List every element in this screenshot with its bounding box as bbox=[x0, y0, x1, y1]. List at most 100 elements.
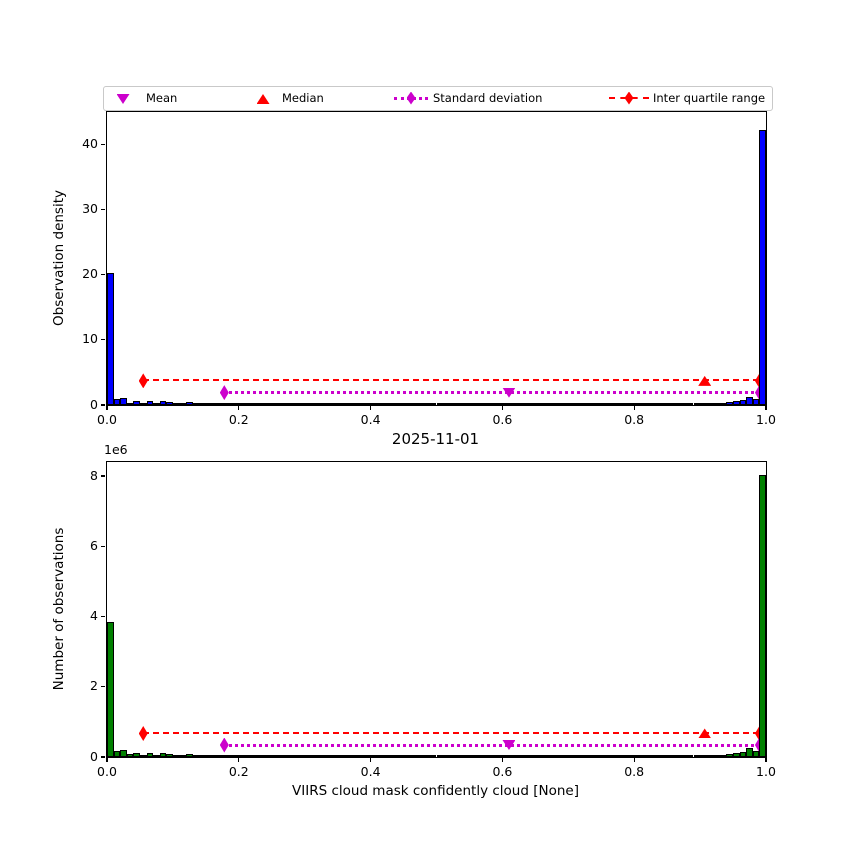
histogram-bar bbox=[660, 755, 668, 757]
legend-label-std-dev: Standard deviation bbox=[433, 91, 543, 105]
histogram-bar bbox=[482, 403, 490, 405]
histogram-bar bbox=[588, 755, 595, 757]
histogram-bar bbox=[357, 755, 364, 757]
histogram-bar bbox=[581, 755, 589, 757]
x-axis-label: VIIRS cloud mask confidently cloud [None… bbox=[292, 783, 579, 799]
histogram-bar bbox=[680, 403, 687, 405]
histogram-bar bbox=[410, 755, 417, 757]
histogram-bar bbox=[515, 755, 523, 757]
histogram-bar bbox=[594, 755, 602, 757]
histogram-bar bbox=[693, 755, 701, 757]
median-marker bbox=[698, 728, 712, 739]
histogram-bar bbox=[291, 403, 299, 405]
histogram-bar bbox=[258, 403, 266, 405]
histogram-bar bbox=[443, 755, 450, 757]
histogram-bar bbox=[594, 403, 602, 405]
histogram-bar bbox=[607, 403, 615, 405]
histogram-bar bbox=[647, 755, 654, 757]
y-tick bbox=[101, 686, 105, 688]
x-tick bbox=[501, 406, 503, 410]
x-tick-label: 0.8 bbox=[624, 412, 645, 427]
histogram-bar bbox=[410, 403, 417, 405]
histogram-bar bbox=[199, 402, 206, 405]
histogram-bar bbox=[205, 755, 213, 757]
histogram-bar bbox=[126, 402, 134, 405]
histogram-bar bbox=[403, 755, 411, 757]
histogram-bar bbox=[416, 403, 424, 405]
y-tick-label: 4 bbox=[90, 608, 98, 624]
x-tick bbox=[370, 758, 372, 762]
histogram-bar bbox=[746, 748, 753, 757]
histogram-bar bbox=[186, 402, 193, 405]
y-tick bbox=[101, 209, 105, 211]
y-tick bbox=[101, 274, 105, 276]
median-marker bbox=[698, 375, 712, 386]
histogram-bar bbox=[146, 753, 154, 757]
histogram-bar bbox=[324, 755, 332, 757]
x-tick-label: 0.4 bbox=[360, 764, 381, 779]
median-legend-icon bbox=[256, 94, 270, 104]
histogram-bar bbox=[502, 403, 509, 405]
histogram-bar bbox=[377, 403, 384, 405]
x-tick-label: 0.4 bbox=[360, 412, 381, 427]
histogram-bar bbox=[429, 755, 437, 757]
histogram-bar bbox=[350, 403, 358, 405]
histogram-bar bbox=[621, 403, 628, 405]
histogram-bar bbox=[291, 755, 299, 757]
histogram-bar bbox=[581, 403, 589, 405]
histogram-bar bbox=[561, 755, 569, 757]
histogram-bar bbox=[120, 749, 127, 757]
y-tick-label: 30 bbox=[82, 201, 98, 217]
std-dev-line bbox=[224, 391, 760, 395]
histogram-bar bbox=[726, 401, 734, 405]
x-tick-label: 1.0 bbox=[756, 412, 776, 427]
histogram-bar bbox=[298, 755, 305, 757]
histogram-bar bbox=[126, 754, 134, 757]
histogram-bar bbox=[462, 403, 470, 405]
std-dev-start-marker bbox=[219, 385, 229, 401]
histogram-bar bbox=[179, 403, 187, 405]
histogram-bar bbox=[166, 753, 173, 757]
histogram-bar bbox=[311, 755, 318, 757]
x-tick-label: 0.2 bbox=[228, 764, 249, 779]
x-tick bbox=[501, 758, 503, 762]
x-tick-label: 1.0 bbox=[756, 764, 776, 779]
x-tick bbox=[238, 406, 240, 410]
histogram-bar bbox=[179, 755, 187, 757]
histogram-bar bbox=[588, 403, 595, 405]
histogram-bar bbox=[396, 755, 404, 757]
histogram-bar bbox=[416, 755, 424, 757]
x-tick-label: 0.0 bbox=[97, 764, 117, 779]
histogram-bar bbox=[640, 755, 648, 757]
histogram-bar bbox=[364, 755, 371, 757]
histogram-bar bbox=[660, 403, 668, 405]
y-tick-label: 10 bbox=[82, 331, 98, 347]
histogram-bar bbox=[508, 403, 516, 405]
iqr-legend-icon bbox=[624, 91, 634, 105]
histogram-bar bbox=[443, 403, 450, 405]
histogram-bar bbox=[548, 755, 556, 757]
histogram-bar bbox=[746, 396, 753, 405]
x-tick-label: 0.6 bbox=[492, 412, 513, 427]
histogram-bar bbox=[370, 755, 378, 757]
y-tick-label: 8 bbox=[90, 467, 98, 483]
histogram-bar bbox=[219, 755, 226, 757]
histogram-bar bbox=[522, 403, 529, 405]
histogram-bar bbox=[469, 403, 477, 405]
histogram-bar bbox=[331, 755, 338, 757]
histogram-bar bbox=[726, 753, 734, 757]
iqr-line bbox=[143, 731, 760, 734]
histogram-bar bbox=[337, 755, 345, 757]
y-tick-label: 0 bbox=[90, 396, 98, 412]
histogram-bar bbox=[449, 755, 457, 757]
histogram-bar bbox=[238, 755, 246, 757]
histogram-bar bbox=[245, 403, 252, 405]
histogram-bar bbox=[686, 755, 694, 757]
histogram-bar bbox=[561, 403, 569, 405]
x-tick bbox=[765, 758, 767, 762]
histogram-bar bbox=[396, 403, 404, 405]
histogram-bar bbox=[436, 403, 444, 405]
histogram-bar bbox=[555, 755, 562, 757]
histogram-bar bbox=[304, 403, 312, 405]
